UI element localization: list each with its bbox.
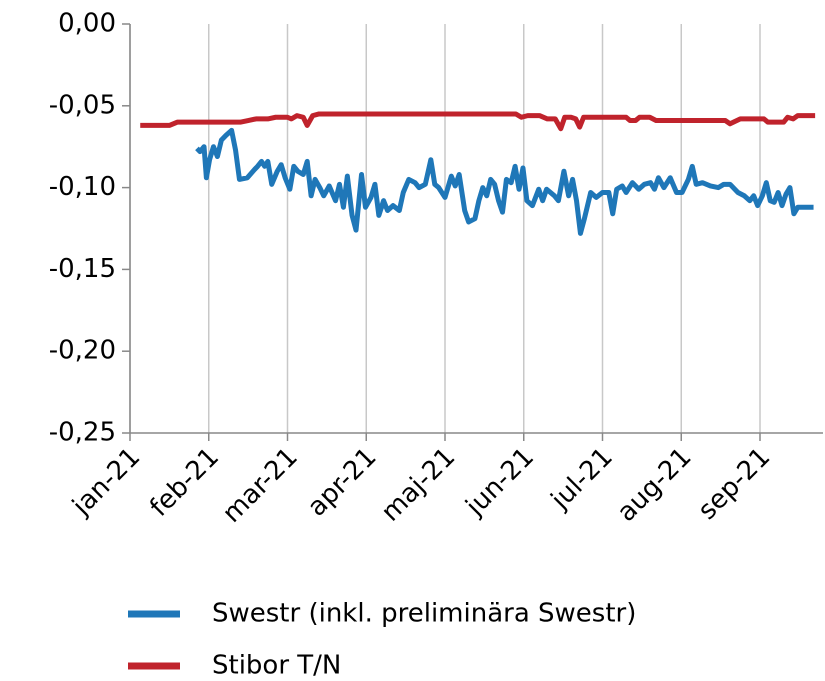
y-tick-label: -0,10 bbox=[49, 172, 116, 202]
legend-label: Swestr (inkl. preliminära Swestr) bbox=[212, 599, 636, 629]
series-line bbox=[195, 127, 814, 236]
legend-label: Stibor T/N bbox=[212, 651, 341, 681]
x-tick-label: aug-21 bbox=[612, 442, 698, 528]
x-tick-label: feb-21 bbox=[144, 442, 225, 523]
x-tick-label: apr-21 bbox=[302, 442, 383, 523]
x-tick-label: maj-21 bbox=[376, 442, 462, 528]
y-tick-label: -0,05 bbox=[49, 90, 116, 120]
y-tick-label: 0,00 bbox=[58, 9, 116, 39]
x-tick-label: sep-21 bbox=[692, 442, 776, 526]
x-tick-label: jun-21 bbox=[460, 442, 540, 522]
x-tick-label: jan-21 bbox=[66, 442, 146, 522]
x-tick-label: mar-21 bbox=[217, 442, 304, 529]
series-line bbox=[140, 111, 816, 132]
y-tick-label: -0,20 bbox=[49, 336, 116, 366]
y-tick-label: -0,15 bbox=[49, 254, 116, 284]
y-tick-label: -0,25 bbox=[49, 418, 116, 448]
x-tick-label: jul-21 bbox=[545, 442, 619, 516]
